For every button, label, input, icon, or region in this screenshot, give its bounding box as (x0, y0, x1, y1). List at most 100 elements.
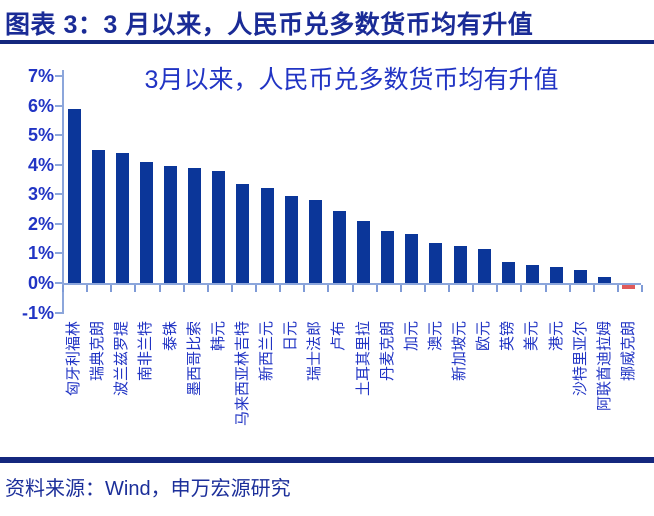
x-axis-tick (182, 285, 185, 292)
bar (598, 277, 612, 283)
x-axis-tick (641, 285, 643, 292)
source-note: 资料来源：Wind，申万宏源研究 (5, 478, 291, 500)
x-axis-label: 丹麦克朗 (378, 321, 396, 382)
bar (212, 170, 226, 283)
x-axis-tick (496, 285, 499, 292)
caption-underline (0, 40, 654, 44)
y-axis-tick (55, 134, 62, 137)
bar (115, 152, 129, 283)
bar (501, 262, 515, 283)
x-axis-tick (303, 285, 306, 292)
y-axis-tick (55, 75, 62, 77)
x-axis-tick (448, 285, 450, 292)
x-axis-label: 韩元 (209, 321, 227, 352)
y-axis-tick (55, 104, 62, 107)
x-axis-line (62, 283, 641, 285)
x-axis-tick (110, 285, 113, 292)
x-axis-label: 港元 (547, 321, 565, 352)
x-axis-label: 澳元 (426, 321, 444, 352)
bar (477, 248, 491, 283)
bar (622, 285, 636, 290)
y-axis-line (62, 70, 64, 314)
x-axis-label: 沙特里亚尔 (571, 321, 589, 397)
x-axis-label: 英镑 (499, 321, 517, 352)
y-axis-tick-label: 2% (27, 213, 54, 234)
x-axis-tick (616, 285, 619, 292)
x-axis-label: 马来西亚林吉特 (233, 321, 251, 427)
chart-title: 3月以来，人民币兑多数货币均有升值 (144, 66, 559, 94)
x-axis-tick (592, 285, 595, 292)
x-axis-label: 土耳其里拉 (354, 321, 372, 397)
y-axis-tick (55, 311, 62, 314)
bar (188, 167, 202, 283)
bar (405, 234, 419, 283)
bar (332, 210, 346, 283)
x-axis-label: 日元 (282, 321, 300, 352)
x-axis-label: 阿联酋迪拉姆 (595, 321, 613, 412)
x-axis-tick (279, 285, 282, 292)
x-axis-tick (327, 285, 330, 292)
x-axis-tick (423, 285, 426, 292)
y-axis-tick (55, 193, 62, 196)
y-axis-tick-label: 3% (27, 184, 54, 205)
y-axis-tick-label: 0% (27, 273, 54, 293)
x-axis-tick (86, 285, 89, 292)
x-axis-label: 墨西哥比索 (185, 321, 203, 397)
x-axis-tick (134, 285, 137, 292)
y-axis-tick-label: 1% (27, 243, 54, 264)
bar (429, 243, 443, 283)
x-axis-tick (255, 285, 257, 292)
x-axis-tick (158, 285, 161, 292)
y-axis-tick-label: 7% (27, 66, 54, 86)
bar (139, 161, 153, 283)
bar (236, 183, 250, 283)
x-axis-tick (375, 285, 378, 292)
bar (91, 149, 105, 283)
x-axis-tick (544, 285, 547, 292)
x-axis-label: 卢布 (330, 321, 348, 352)
bar (381, 231, 395, 283)
x-axis-label: 挪威克朗 (619, 321, 637, 382)
bar (284, 195, 298, 283)
y-axis-tick (55, 252, 62, 255)
bar (574, 269, 588, 283)
x-axis-tick (206, 285, 209, 292)
x-axis-label: 南非兰特 (137, 321, 155, 382)
y-axis-tick-label: -1% (21, 302, 54, 323)
y-axis-tick-label: 6% (27, 95, 54, 116)
bar (308, 200, 322, 283)
x-axis-label: 波兰兹罗提 (113, 321, 131, 397)
x-axis-label: 欧元 (475, 321, 493, 352)
y-axis-tick (55, 163, 62, 166)
x-axis-tick (230, 285, 233, 292)
x-axis-label: 美元 (523, 321, 541, 352)
y-axis-tick (55, 222, 62, 225)
y-axis-tick (55, 282, 62, 284)
source-divider (0, 457, 654, 463)
x-axis-label: 新加坡元 (451, 321, 469, 382)
x-axis-tick (520, 285, 523, 292)
x-axis-label: 瑞士法郎 (306, 321, 324, 382)
y-axis-tick-label: 5% (27, 125, 54, 146)
x-axis-label: 瑞典克朗 (89, 321, 107, 382)
bar (550, 266, 564, 283)
bar-chart: 3月以来，人民币兑多数货币均有升值 7% 6% 5% 4% 3% 2% 1% 0% -1% 匈牙… (0, 46, 654, 456)
bar (525, 265, 539, 283)
bar (260, 188, 274, 283)
y-axis-tick-label: 4% (27, 154, 54, 175)
bar (453, 246, 467, 283)
x-axis-tick (472, 285, 475, 292)
x-axis-label: 加元 (402, 321, 420, 352)
x-axis-tick (568, 285, 571, 292)
bar (67, 108, 81, 283)
x-axis-label: 泰铢 (161, 321, 179, 352)
x-axis-tick (399, 285, 402, 292)
x-axis-label: 新西兰元 (258, 321, 276, 382)
x-axis-tick (62, 285, 64, 292)
x-axis-tick (351, 285, 354, 292)
bar (357, 220, 371, 283)
x-axis-label: 匈牙利福林 (65, 321, 83, 397)
figure-caption: 图表 3：3 月以来，人民币兑多数货币均有升值 (5, 11, 534, 39)
bar (164, 166, 178, 283)
